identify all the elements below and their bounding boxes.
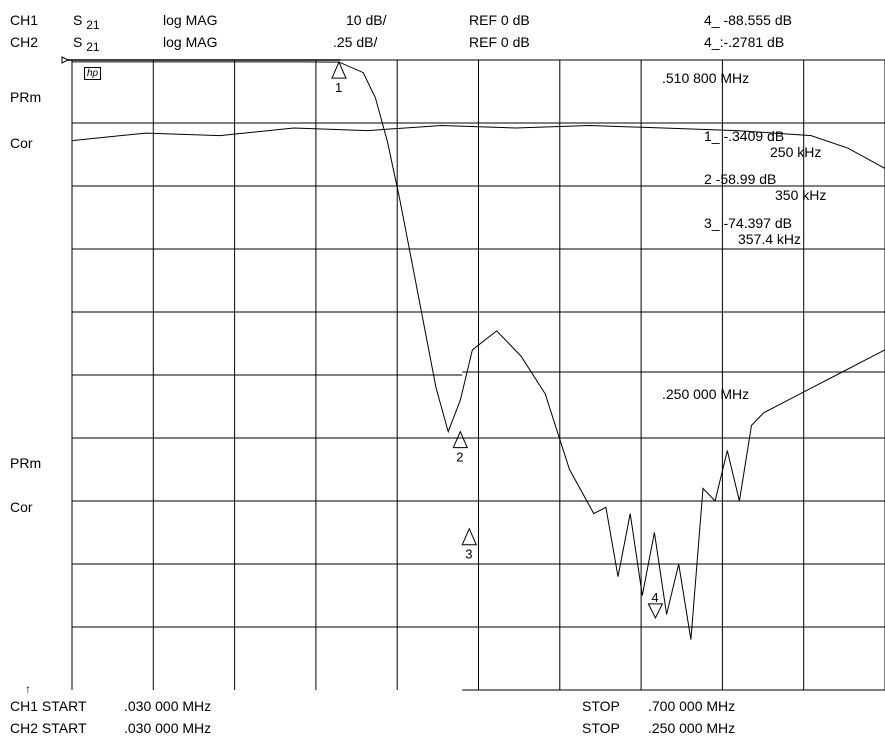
marker-2-frequency: 350 kHz: [775, 187, 827, 203]
ch1-start-label: CH1 START: [10, 698, 87, 714]
series-line-ch2: [71, 124, 885, 169]
ch2-start-label: CH2 START: [10, 720, 87, 736]
ch2-marker-frequency: .250 000 MHz: [662, 386, 750, 402]
marker-1-icon: [331, 60, 347, 79]
ch2-scale: .25 dB/: [333, 34, 378, 50]
ch2-format: log MAG: [163, 34, 218, 50]
marker-3-label: 3: [465, 547, 472, 562]
ch1-marker-readout: 4_ -88.555 dB: [704, 12, 792, 28]
hp-logo: hp: [84, 67, 102, 80]
ch1-reference: REF 0 dB: [469, 12, 530, 28]
marker-4-label: 4: [651, 590, 658, 605]
ch1-cor-label: Cor: [10, 135, 33, 151]
ch2-marker-readout: 4_:-.2781 dB: [704, 34, 785, 50]
marker-4-icon: [647, 603, 664, 620]
marker-3-frequency: 357.4 kHz: [738, 231, 802, 247]
marker-2-label: 2: [456, 450, 463, 465]
marker-1-frequency: 250 kHz: [770, 144, 822, 160]
marker-3-readout: 3_ -74.397 dB: [704, 215, 792, 231]
ch1-label: CH1: [10, 12, 39, 28]
marker-2-readout: 2 -58.99 dB: [704, 171, 777, 187]
ch2-cor-label: Cor: [10, 499, 33, 515]
ch1-stop-value: .700 000 MHz: [648, 698, 736, 714]
ch2-stop-label: STOP: [582, 720, 620, 736]
ch1-stop-label: STOP: [582, 698, 620, 714]
up-arrow-icon: ↑: [25, 682, 31, 696]
ch2-param: S 21: [73, 34, 100, 54]
ch1-start-value: .030 000 MHz: [124, 698, 212, 714]
marker-3-icon: [461, 527, 478, 546]
ch2-reference: REF 0 dB: [469, 34, 530, 50]
ch2-prm-label: PRm: [10, 455, 42, 471]
series-line-ch1: [72, 61, 885, 640]
marker-2-icon: [452, 430, 469, 449]
ch1-scale: 10 dB/: [346, 12, 387, 28]
ch1-format: log MAG: [163, 12, 218, 28]
ch1-param: S 21: [73, 12, 100, 32]
ch1-prm-label: PRm: [10, 89, 42, 105]
reference-pointer-icon: [61, 56, 70, 64]
ch1-marker-frequency: .510 800 MHz: [662, 70, 750, 86]
ch2-label: CH2: [10, 34, 39, 50]
ch2-stop-value: .250 000 MHz: [648, 720, 736, 736]
ch2-start-value: .030 000 MHz: [124, 720, 212, 736]
marker-1-readout: 1_ -.3409 dB: [704, 128, 785, 144]
marker-1-label: 1: [335, 80, 342, 95]
